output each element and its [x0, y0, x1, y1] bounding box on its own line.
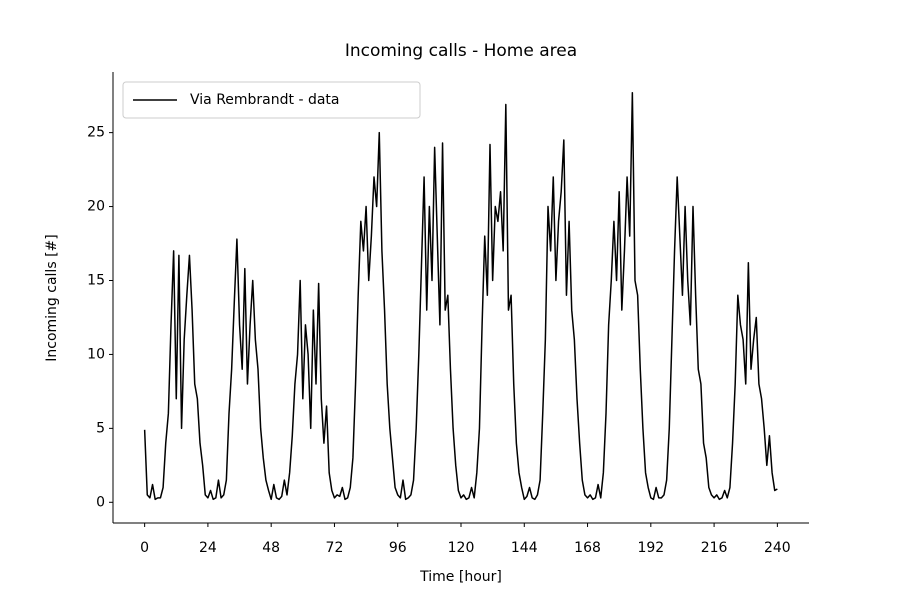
- chart-title: Incoming calls - Home area: [345, 41, 577, 61]
- x-tick-label: 24: [199, 540, 217, 556]
- y-tick-label: 0: [96, 494, 105, 510]
- x-tick-label: 144: [511, 540, 538, 556]
- x-tick-label: 240: [764, 540, 791, 556]
- legend-box: [122, 81, 421, 119]
- x-tick-label: 168: [574, 540, 601, 556]
- x-tick-label: 48: [262, 540, 280, 556]
- y-axis-label: Incoming calls [#]: [44, 234, 60, 361]
- y-tick-label: 20: [87, 199, 105, 215]
- x-axis-label: Time [hour]: [419, 569, 502, 585]
- y-tick-label: 15: [87, 272, 105, 288]
- x-tick-label: 0: [140, 540, 149, 556]
- x-tick-label: 216: [701, 540, 728, 556]
- x-tick-label: 72: [326, 540, 344, 556]
- legend-label: Via Rembrandt - data: [190, 92, 340, 108]
- x-tick-label: 96: [389, 540, 407, 556]
- data-line: [143, 91, 778, 501]
- y-tick-label: 10: [87, 346, 105, 362]
- y-tick-label: 5: [96, 420, 105, 436]
- y-tick-label: 25: [87, 125, 105, 141]
- x-tick-label: 120: [448, 540, 475, 556]
- x-tick-label: 192: [637, 540, 664, 556]
